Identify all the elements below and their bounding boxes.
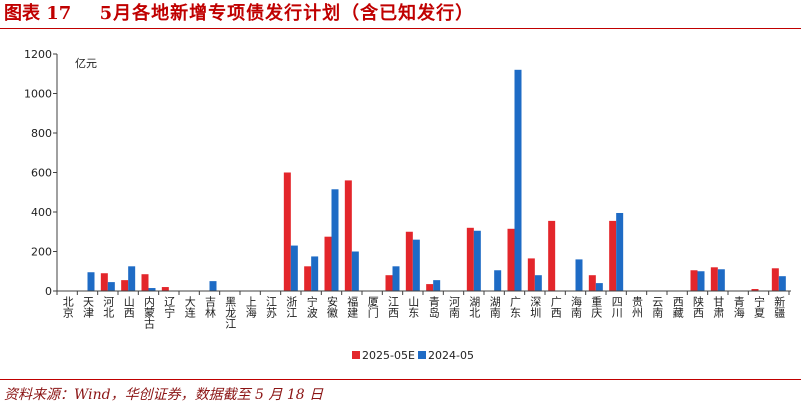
bar-2024-05-11 [290,245,298,291]
bar-2025-05e-2 [100,273,108,291]
y-tick-label: 400 [31,206,52,219]
bar-2024-05-17 [412,239,420,291]
figure-title: 5月各地新增专项债发行计划（含已知发行） [99,3,475,24]
bar-2025-05e-24 [548,220,556,291]
bar-2024-05-14 [351,251,359,291]
bar-2024-05-1 [87,272,95,291]
y-tick-label: 800 [31,127,52,140]
bar-2025-05e-31 [690,270,698,291]
bar-2025-05e-32 [710,267,718,291]
bar-2024-05-4 [148,288,156,291]
legend-label-2025-05e: 2025-05E [362,349,415,362]
y-axis-unit-label: 亿元 [75,57,97,70]
bar-2024-05-16 [392,266,400,291]
y-tick-label: 200 [31,246,52,259]
bar-2025-05e-16 [385,275,393,291]
bar-2025-05e-26 [588,275,596,291]
legend: 2025-05E 2024-05 [352,349,474,362]
bar-2024-05-31 [697,271,705,291]
bar-2024-05-20 [473,230,481,291]
bar-2024-05-22 [514,69,522,291]
bar-2024-05-2 [107,282,115,291]
bar-2025-05e-27 [609,220,617,291]
source-note: 资料来源：Wind，华创证券，数据截至 5 月 18 日 [4,387,324,403]
x-axis-ticks [56,291,790,295]
bar-2025-05e-12 [304,266,312,291]
bar-2024-05-23 [534,275,542,291]
bars-layer [87,69,786,292]
bar-2025-05e-35 [771,268,779,291]
bar-2025-05e-13 [324,236,332,291]
bar-2025-05e-3 [121,280,129,291]
bar-2024-05-7 [209,281,217,292]
bar-2025-05e-17 [405,231,413,291]
figure-header: 图表 17 5月各地新增专项债发行计划（含已知发行） [4,3,474,25]
y-tick-label: 1200 [24,48,52,61]
y-tick-label: 0 [45,285,52,298]
bar-2025-05e-5 [161,287,169,291]
source-rule [0,379,801,380]
bar-2025-05e-18 [426,284,434,291]
bar-2024-05-35 [778,276,786,291]
y-axis-ticks: 0 200 400 600 800 1000 1200 [24,48,57,298]
bar-2024-05-21 [494,270,502,291]
bar-2025-05e-20 [466,227,474,291]
legend-label-2024-05: 2024-05 [428,349,474,362]
legend-swatch-2024-05 [418,351,426,359]
y-tick-label: 1000 [24,88,52,101]
bar-2024-05-27 [616,212,624,291]
bar-2024-05-26 [595,283,603,291]
bar-2024-05-18 [433,280,441,291]
bar-2024-05-3 [128,266,136,291]
legend-swatch-2025-05e [352,351,360,359]
y-tick-label: 600 [31,167,52,180]
figure-label: 图表 17 [4,3,72,24]
bar-2025-05e-22 [507,228,515,291]
bar-2025-05e-34 [751,289,759,291]
bar-2025-05e-4 [141,274,149,291]
bar-2025-05e-11 [283,172,291,291]
bar-2025-05e-14 [344,180,352,291]
bar-2024-05-25 [575,259,583,291]
bar-2024-05-12 [311,256,319,291]
title-rule [0,28,801,29]
bar-2024-05-32 [717,269,725,291]
bar-2025-05e-23 [527,258,535,291]
bar-2024-05-13 [331,189,339,291]
